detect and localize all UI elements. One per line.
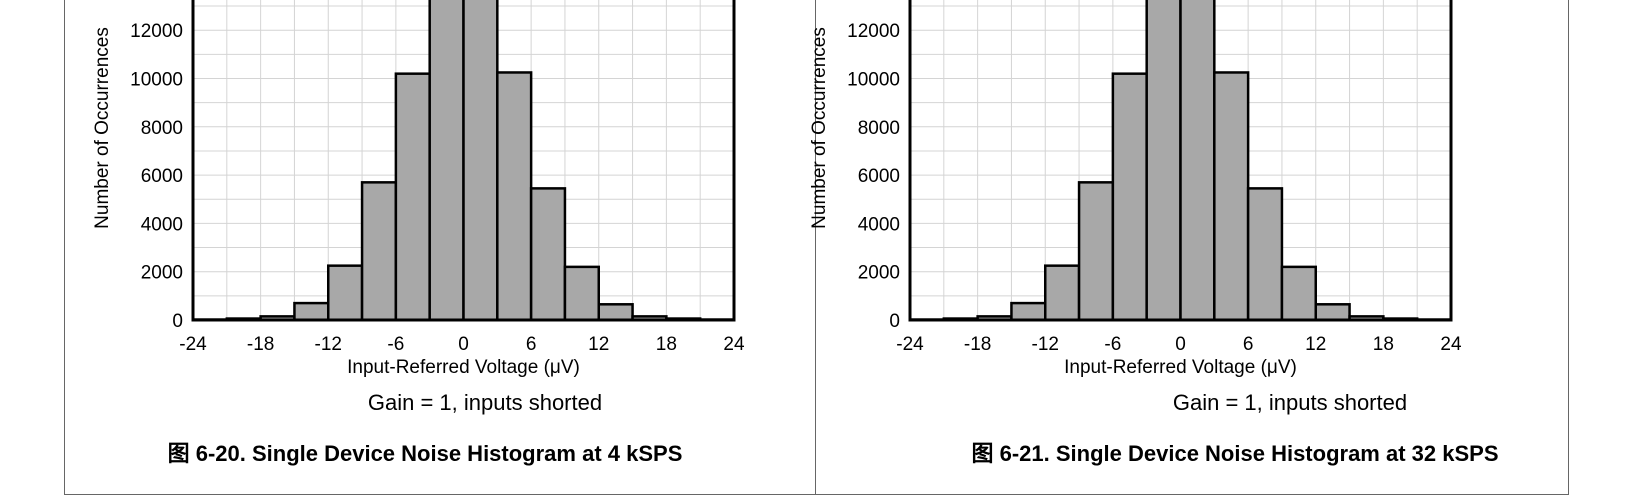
histogram-bar [360, 181, 398, 322]
x-tick-label: 12 [1305, 334, 1326, 355]
histogram-chart-4ksps: -24 -18 -12 -6 0 6 12 18 24 0 2000 4000 6000 8000 1000… [92, 0, 745, 378]
histogram-bar [462, 0, 499, 322]
y-tick-label: 10000 [847, 70, 900, 91]
y-tick-label: 2000 [141, 263, 183, 284]
y-tick-label: 4000 [141, 214, 183, 235]
y-tick-label: 2000 [858, 263, 900, 284]
figure-caption: 图 6-21. Single Device Noise Histogram at… [971, 441, 1499, 466]
histogram-bar [1179, 0, 1216, 322]
x-tick-label: -24 [896, 334, 924, 355]
histogram-bar [1077, 181, 1115, 322]
y-tick-label: 8000 [141, 118, 183, 139]
histogram-bar [1213, 71, 1250, 322]
bars [908, 0, 1453, 322]
y-tick-label: 8000 [858, 118, 900, 139]
x-tick-label: 0 [458, 334, 469, 355]
histogram-panel-4ksps: -24 -18 -12 -6 0 6 12 18 24 0 2000 4000 6000 8000 1000… [0, 0, 815, 501]
histogram-chart-32ksps: -24 -18 -12 -6 0 6 12 18 24 0 2000 4000 6000 8000 1000… [809, 0, 1462, 378]
plot-frame [908, 0, 1453, 322]
figure-divider [815, 0, 816, 495]
x-tick-label: -12 [1032, 334, 1059, 355]
bars [191, 0, 736, 322]
x-tick-label: -18 [964, 334, 991, 355]
histogram-bar [597, 303, 634, 322]
x-tick-label: -12 [315, 334, 342, 355]
histogram-bar [293, 301, 330, 322]
histogram-bar [1280, 265, 1317, 322]
x-tick-label: 18 [656, 334, 677, 355]
histogram-bar [1314, 303, 1351, 322]
histogram-bar [327, 264, 364, 322]
histogram-bar [1145, 0, 1182, 322]
histogram-bar [1044, 264, 1081, 322]
histogram-bar [496, 71, 533, 322]
y-axis-title: Number of Occurrences [809, 27, 830, 229]
histogram-bar [563, 265, 600, 322]
x-tick-label: 12 [588, 334, 609, 355]
y-tick-label: 6000 [141, 166, 183, 187]
histogram-bar [394, 72, 431, 322]
x-tick-label: -6 [1104, 334, 1121, 355]
figure-frame [64, 0, 1569, 495]
x-tick-label: 24 [723, 334, 745, 355]
chart-subtitle: Gain = 1, inputs shorted [367, 390, 603, 415]
x-tick-label: -18 [247, 334, 274, 355]
y-tick-label: 4000 [858, 214, 900, 235]
x-tick-label: -24 [179, 334, 207, 355]
y-tick-label: 10000 [130, 70, 183, 91]
x-tick-label: 18 [1373, 334, 1394, 355]
x-tick-label: 24 [1440, 334, 1462, 355]
histogram-panel-32ksps: -24 -18 -12 -6 0 6 12 18 24 0 2000 4000 6000 8000 1000… [809, 0, 1635, 501]
y-tick-label: 12000 [847, 21, 900, 42]
x-axis-title: Input-Referred Voltage (μV) [347, 357, 580, 378]
histogram-bar [428, 0, 465, 322]
x-tick-label: 0 [1175, 334, 1186, 355]
x-tick-label: -6 [387, 334, 404, 355]
y-tick-label: 0 [889, 311, 900, 332]
histogram-bar [1010, 301, 1047, 322]
x-tick-label: 6 [1243, 334, 1254, 355]
y-tick-label: 6000 [858, 166, 900, 187]
plot-frame [191, 0, 736, 322]
histogram-bar [1111, 72, 1148, 322]
x-tick-label: 6 [526, 334, 537, 355]
y-axis-title: Number of Occurrences [92, 27, 113, 229]
figure-caption: 图 6-20. Single Device Noise Histogram at… [167, 441, 683, 466]
chart-subtitle: Gain = 1, inputs shorted [1172, 390, 1408, 415]
x-axis-title: Input-Referred Voltage (μV) [1064, 357, 1297, 378]
y-tick-label: 0 [172, 311, 183, 332]
histogram-bar [1246, 187, 1284, 322]
histogram-bar [529, 187, 567, 322]
y-tick-label: 12000 [130, 21, 183, 42]
